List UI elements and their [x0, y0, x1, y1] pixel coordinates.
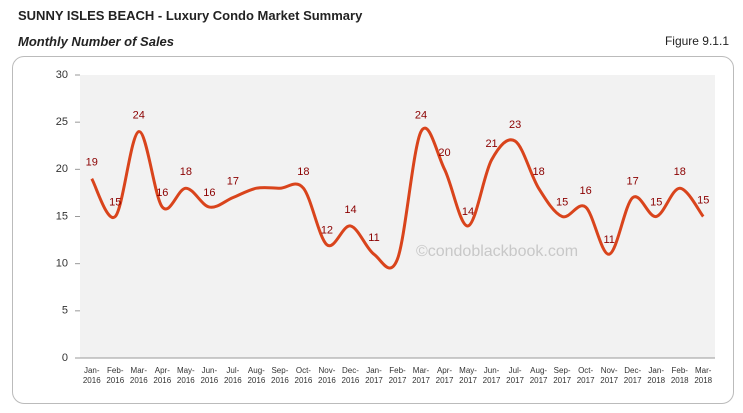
x-tick-label: Jan-2018: [647, 366, 666, 385]
y-tick-label: 15: [56, 210, 68, 222]
y-tick-label: 20: [56, 163, 68, 175]
x-tick-label: Feb-2018: [670, 366, 689, 385]
data-label: 16: [203, 187, 215, 199]
data-label: 24: [133, 110, 145, 122]
data-label: 18: [180, 166, 192, 178]
x-tick-label: Nov-2016: [318, 366, 336, 385]
data-label: 15: [556, 196, 568, 208]
x-tick-label: Aug-2016: [247, 366, 266, 385]
x-tick-label: May-2016: [176, 366, 195, 385]
y-tick-label: 30: [56, 69, 68, 81]
x-tick-label: Feb-2016: [106, 366, 125, 385]
y-tick-label: 10: [56, 258, 68, 270]
x-tick-label: Oct-2016: [294, 366, 313, 385]
data-label: 15: [109, 196, 121, 208]
x-tick-label: Dec-2016: [341, 366, 360, 385]
y-tick-label: 5: [62, 305, 68, 317]
x-tick-label: Jun-2017: [482, 366, 501, 385]
data-label: 15: [697, 194, 709, 206]
x-tick-label: Dec-2017: [623, 366, 642, 385]
x-tick-label: Jun-2016: [200, 366, 219, 385]
plot-area: [80, 75, 715, 358]
x-tick-label: Apr-2016: [153, 366, 172, 385]
figure-label: Figure 9.1.1: [664, 34, 729, 48]
x-tick-label: Aug-2017: [529, 366, 548, 385]
x-tick-label: Nov-2017: [600, 366, 619, 385]
x-tick-label: Jul-2016: [223, 366, 242, 385]
x-tick-label: Mar-2017: [412, 366, 430, 385]
x-tick-label: May-2017: [459, 366, 477, 385]
data-label: 18: [674, 166, 686, 178]
x-tick-label: Oct-2017: [576, 366, 595, 385]
x-tick-label: Jul-2017: [506, 366, 524, 385]
data-label: 17: [627, 176, 639, 188]
data-label: 20: [438, 147, 450, 159]
x-tick-label: Sep-2016: [271, 366, 289, 385]
data-label: 17: [227, 176, 239, 188]
x-tick-label: Jan-2017: [365, 366, 383, 385]
x-tick-label: Jan-2016: [82, 366, 101, 385]
title: SUNNY ISLES BEACH - Luxury Condo Market …: [18, 8, 363, 23]
x-tick-label: Apr-2017: [435, 366, 454, 385]
data-label: 23: [509, 119, 521, 131]
x-tick-label: Sep-2017: [553, 366, 572, 385]
data-label: 24: [415, 110, 427, 122]
data-label: 14: [462, 206, 474, 218]
data-label: 11: [368, 232, 379, 244]
data-label: 15: [650, 196, 662, 208]
data-label: 14: [344, 204, 356, 216]
x-tick-label: Mar-2016: [129, 366, 148, 385]
chart-frame: [12, 56, 734, 404]
watermark: ©condoblackbook.com: [416, 243, 578, 260]
subtitle: Monthly Number of Sales: [18, 34, 175, 49]
x-tick-label: Feb-2017: [388, 366, 407, 385]
x-tick-label: Mar-2018: [694, 366, 713, 385]
data-label: 11: [603, 234, 614, 246]
data-label: 21: [485, 138, 497, 150]
data-label: 12: [321, 225, 333, 237]
data-label: 18: [532, 166, 544, 178]
data-label: 16: [156, 187, 168, 199]
y-tick-label: 25: [56, 116, 68, 128]
data-label: 18: [297, 166, 309, 178]
y-tick-label: 0: [62, 352, 68, 364]
line: [90, 126, 705, 270]
data-label: 19: [86, 157, 98, 169]
data-label: 16: [580, 185, 592, 197]
